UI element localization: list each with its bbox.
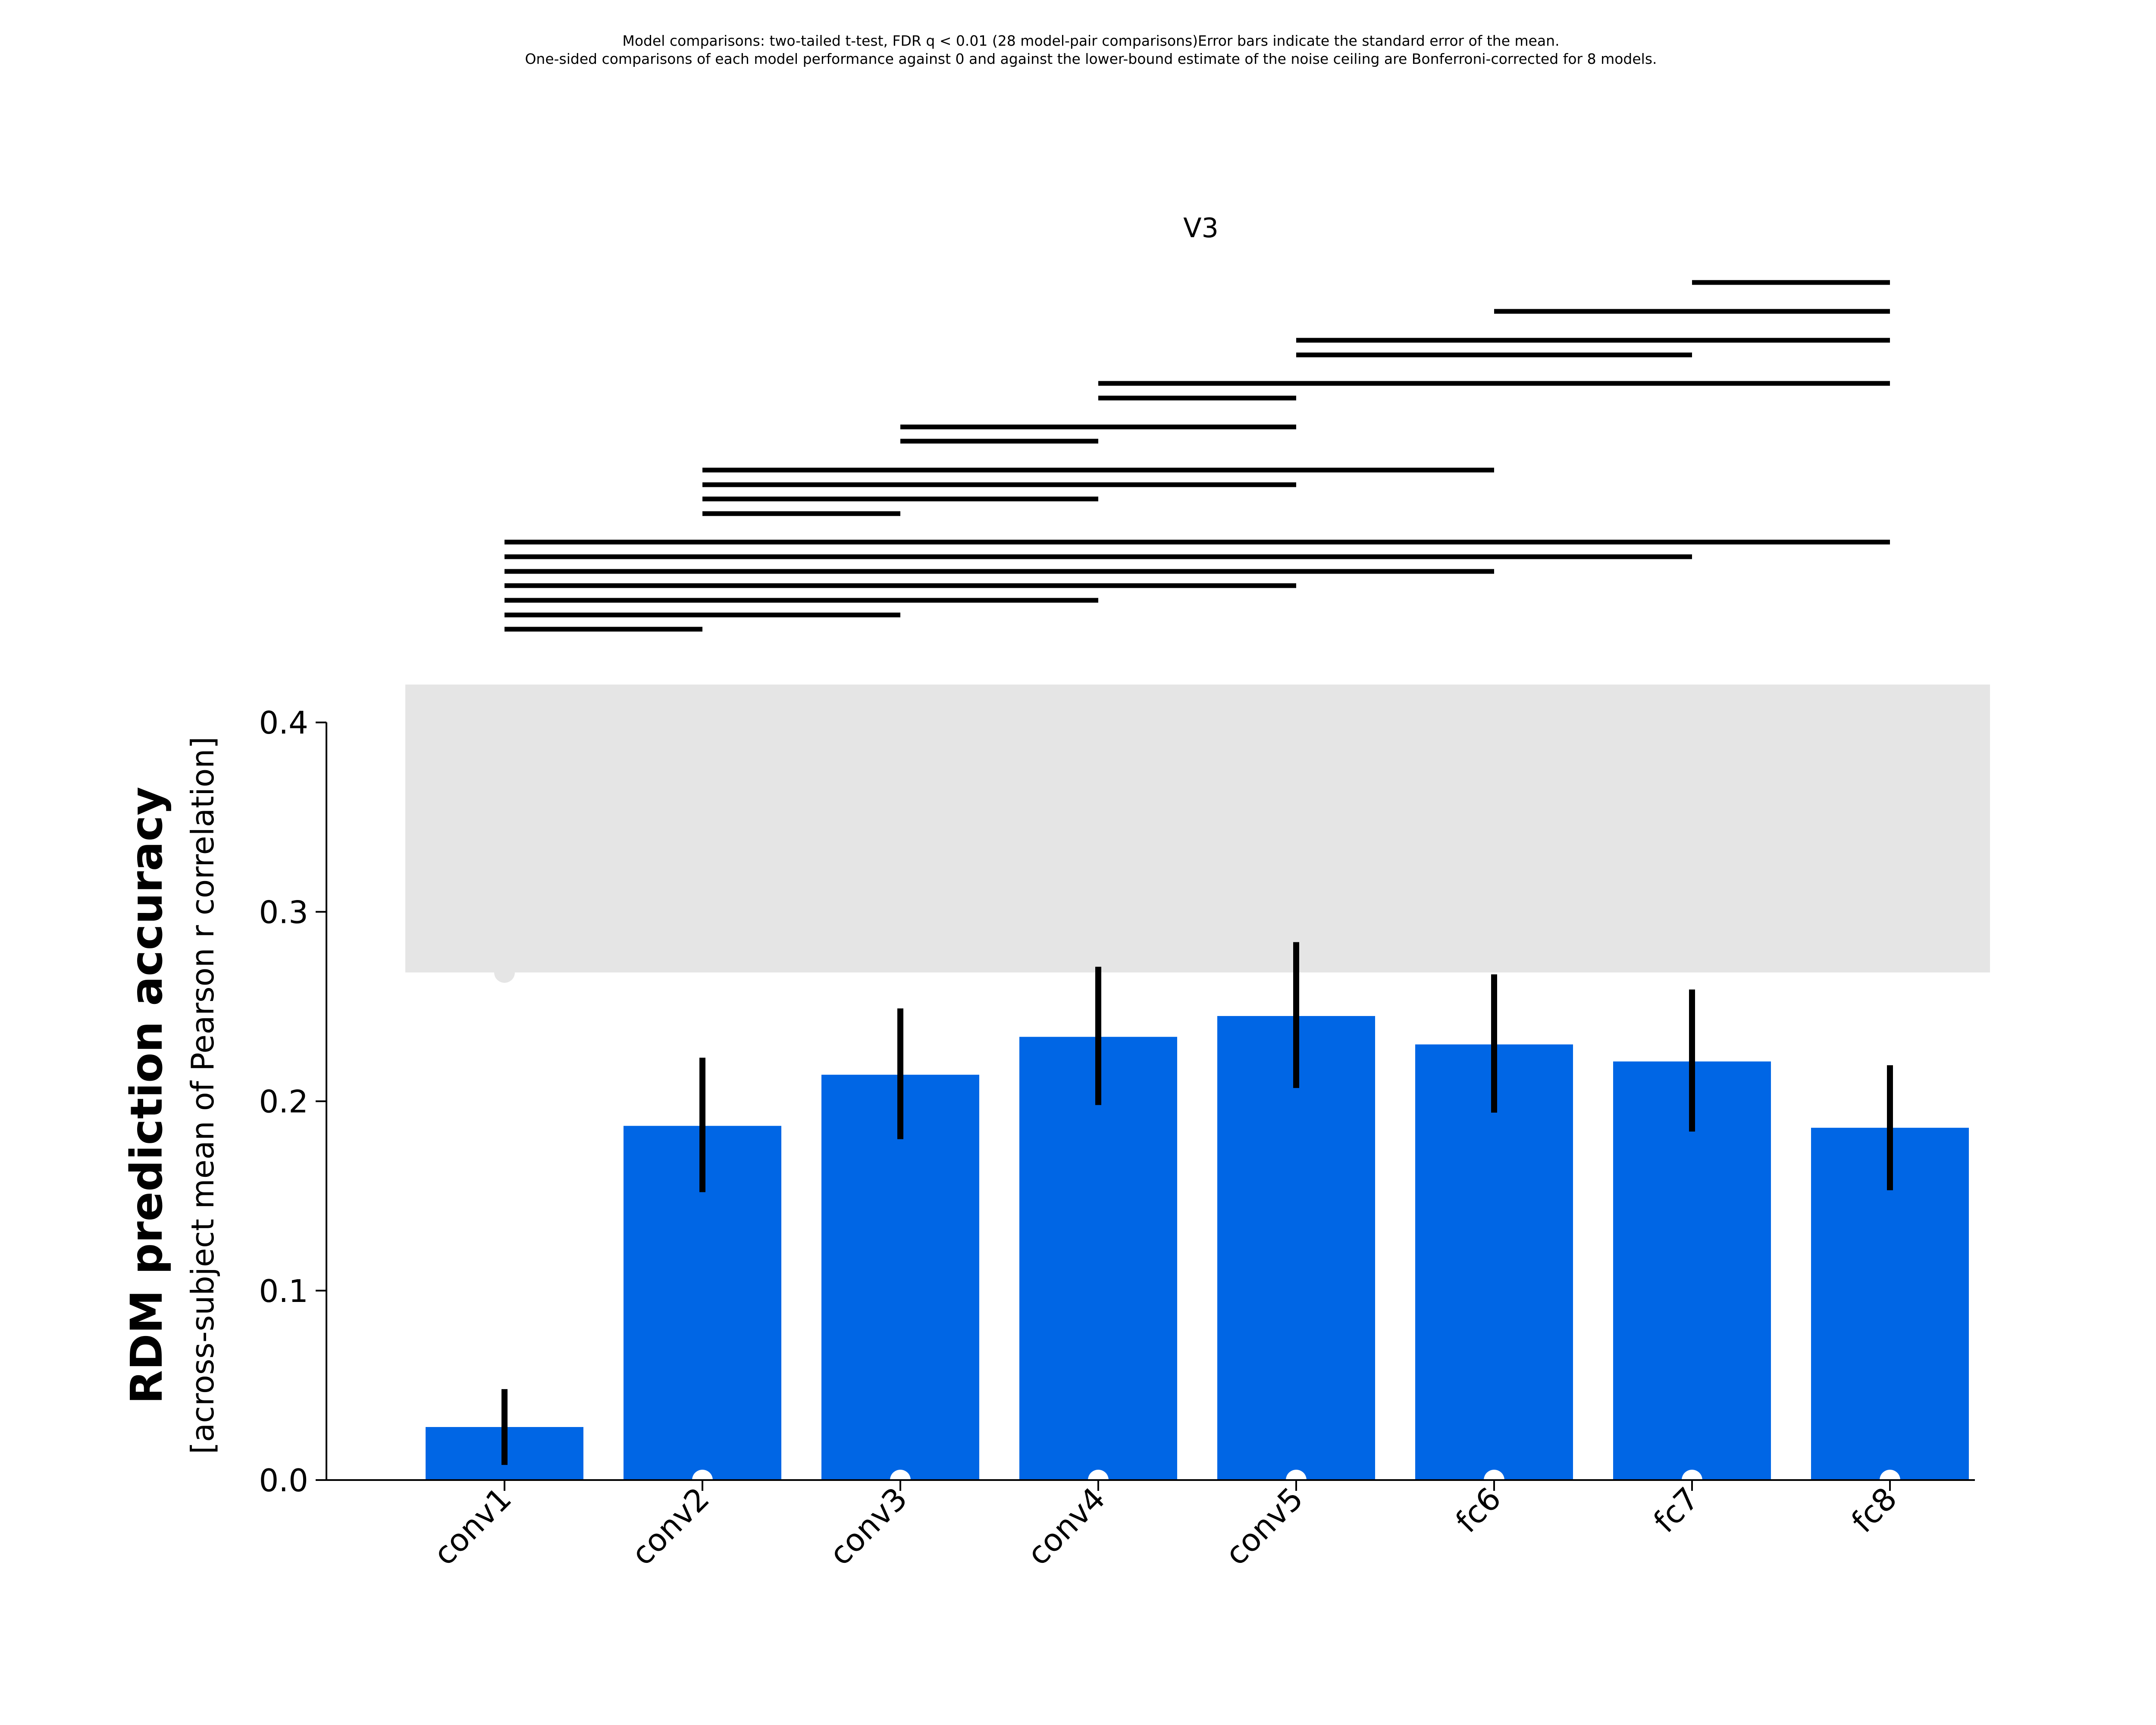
x-tick-label-conv2: conv2 <box>624 1480 716 1572</box>
marker-vs-ceiling-conv1 <box>494 962 515 983</box>
errorbars-group <box>501 942 1893 1465</box>
y-axis-sublabel: [across-subject mean of Pearson r correl… <box>185 737 221 1454</box>
bar-conv4 <box>1019 1037 1177 1480</box>
x-tick-label-conv4: conv4 <box>1020 1480 1112 1572</box>
x-tick-label-conv1: conv1 <box>426 1480 518 1572</box>
bar-conv5 <box>1217 1016 1375 1480</box>
y-tick-label-1: 0.1 <box>259 1273 308 1309</box>
footnote-line-1: Model comparisons: two-tailed t-test, FD… <box>622 32 1559 49</box>
x-tick-label-fc8: fc8 <box>1844 1480 1904 1540</box>
pairwise-comparison-lines <box>505 280 1890 632</box>
x-tick-label-conv3: conv3 <box>822 1480 914 1572</box>
y-tick-label-4: 0.4 <box>259 705 308 741</box>
x-tick-label-fc6: fc6 <box>1448 1480 1508 1540</box>
noise-ceiling-band <box>405 684 1990 972</box>
x-tick-label-fc7: fc7 <box>1646 1480 1706 1540</box>
y-tick-label-2: 0.2 <box>259 1084 308 1120</box>
bar-fc6 <box>1415 1044 1573 1480</box>
y-axis-label: RDM prediction accuracy <box>121 787 172 1404</box>
footnote-line-2: One-sided comparisons of each model perf… <box>525 50 1657 67</box>
x-tick-label-conv5: conv5 <box>1218 1480 1310 1572</box>
y-tick-label-3: 0.3 <box>259 894 308 930</box>
bars-group <box>426 1016 1969 1480</box>
x-ticks-group: conv1 conv2 conv3 conv4 conv5 fc6 fc7 fc8 <box>426 1480 1904 1572</box>
chart-title: V3 <box>1183 212 1219 244</box>
y-tick-label-0: 0.0 <box>259 1462 308 1499</box>
bar-conv3 <box>821 1075 979 1480</box>
y-ticks-group: 0.0 0.1 0.2 0.3 0.4 <box>259 705 326 1499</box>
